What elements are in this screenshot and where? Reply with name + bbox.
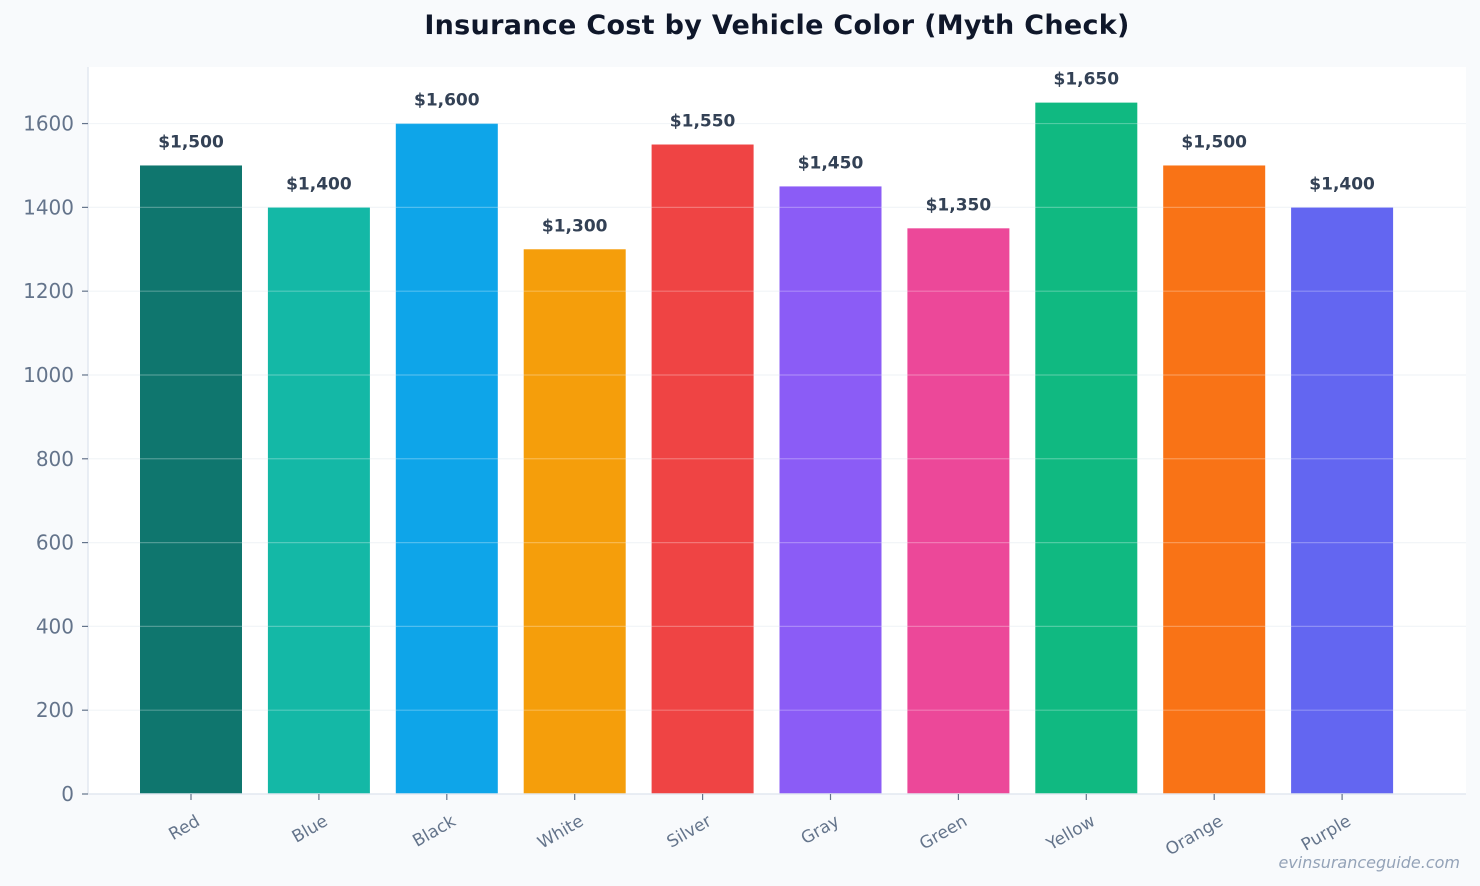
x-tick-label: Blue bbox=[289, 811, 332, 847]
y-tick-label: 800 bbox=[36, 447, 74, 471]
bar-value-label: $1,300 bbox=[542, 216, 608, 236]
y-tick-label: 600 bbox=[36, 531, 74, 555]
bar-value-label: $1,500 bbox=[1181, 132, 1247, 152]
bar-white bbox=[523, 249, 626, 794]
x-tick-label: Orange bbox=[1162, 811, 1226, 860]
bar-purple bbox=[1291, 207, 1394, 794]
bar-value-label: $1,400 bbox=[1309, 174, 1375, 194]
bar-gray bbox=[779, 186, 882, 794]
x-tick-label: Black bbox=[409, 811, 459, 851]
bar-blue bbox=[267, 207, 370, 794]
x-tick-label: Yellow bbox=[1043, 811, 1099, 855]
bar-yellow bbox=[1035, 102, 1138, 795]
x-tick-label: White bbox=[534, 811, 587, 853]
x-tick-label: Purple bbox=[1298, 811, 1355, 855]
x-tick-label: Red bbox=[165, 811, 203, 844]
axis-layer bbox=[82, 67, 1466, 800]
bar-value-label: $1,650 bbox=[1053, 70, 1119, 90]
bar-layer bbox=[140, 102, 1394, 795]
y-tick-label: 200 bbox=[36, 698, 74, 722]
x-tick-label: Gray bbox=[798, 811, 843, 849]
bar-value-label: $1,550 bbox=[670, 112, 736, 132]
bar-silver bbox=[651, 144, 754, 794]
y-tick-label: 0 bbox=[61, 782, 74, 806]
bar-red bbox=[140, 165, 242, 795]
bar-value-label: $1,450 bbox=[798, 153, 864, 173]
bar-value-label: $1,500 bbox=[158, 132, 224, 152]
bar-black bbox=[395, 123, 498, 794]
bar-value-label: $1,600 bbox=[414, 91, 480, 111]
watermark: evinsuranceguide.com bbox=[1278, 853, 1460, 872]
x-tick-label: Green bbox=[916, 811, 971, 854]
y-tick-label: 1400 bbox=[23, 195, 74, 219]
gridline-overlay-layer bbox=[88, 122, 1466, 711]
bar-orange bbox=[1163, 165, 1266, 795]
y-tick-label: 1600 bbox=[23, 112, 74, 136]
x-tick-label: Silver bbox=[664, 811, 715, 852]
bar-value-label: $1,400 bbox=[286, 174, 352, 194]
chart-title: Insurance Cost by Vehicle Color (Myth Ch… bbox=[424, 10, 1130, 41]
y-tick-label: 1200 bbox=[23, 279, 74, 303]
y-tick-label: 1000 bbox=[23, 363, 74, 387]
y-tick-label: 400 bbox=[36, 614, 74, 638]
bar-green bbox=[907, 228, 1010, 795]
bar-value-label: $1,350 bbox=[926, 195, 992, 215]
